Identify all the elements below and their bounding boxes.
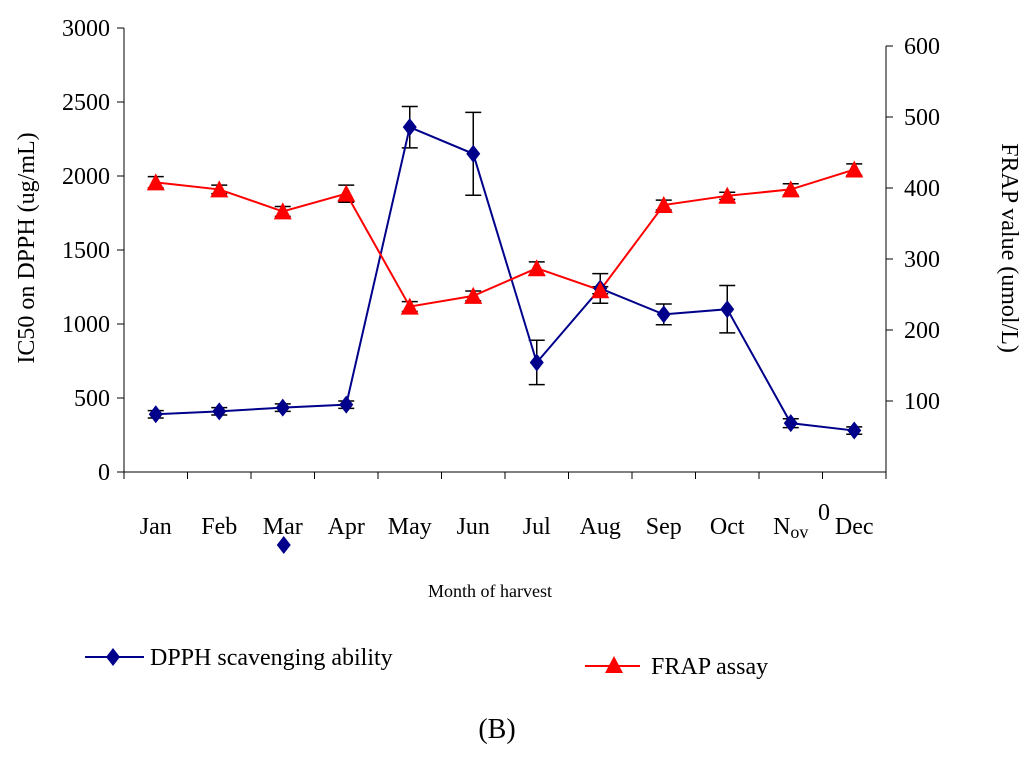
frap-point — [146, 173, 165, 191]
dpph-series-line — [155, 125, 855, 432]
frap-point — [591, 281, 610, 299]
frap-point — [781, 180, 800, 198]
y-left-tick-label: 2000 — [62, 164, 110, 190]
frap-point — [845, 160, 864, 178]
frap-point — [654, 196, 673, 214]
frap-series-line — [155, 168, 855, 308]
y-left-tick-label: 3000 — [62, 16, 110, 42]
legend-dpph-label: DPPH scavenging ability — [150, 645, 393, 671]
x-tick-label: Jul — [523, 514, 551, 540]
dpph-point — [466, 144, 481, 163]
error-bars — [147, 105, 863, 436]
legend-frap-marker — [605, 656, 623, 673]
frap-point — [718, 186, 737, 204]
frap-point — [273, 202, 292, 220]
y-right-tick-label: 600 — [904, 34, 940, 60]
y-right-tick-label: 500 — [904, 105, 940, 131]
panel-label: (B) — [478, 714, 515, 745]
frap-point — [210, 180, 229, 198]
axes: 0 500 1000 1500 2000 2500 3000 100 200 300 400 500 6… — [62, 16, 940, 542]
x-tick-label: Feb — [201, 514, 237, 540]
y-right-axis-title: FRAP value (umol/L) — [996, 143, 1022, 353]
series-markers — [146, 118, 864, 554]
y-right-zero-label: 0 — [818, 500, 830, 526]
x-tick-label: Mar — [263, 514, 303, 540]
x-tick-label: Apr — [328, 514, 365, 540]
y-left-tick-label: 0 — [98, 460, 110, 486]
dpph-point — [275, 398, 290, 417]
x-tick-label: Aug — [580, 514, 621, 540]
y-left-tick-label: 2500 — [62, 90, 110, 116]
y-right-tick-label: 200 — [904, 318, 940, 344]
dpph-point — [402, 118, 417, 137]
legend: DPPH scavenging ability FRAP assay — [85, 645, 768, 680]
y-right-tick-label: 400 — [904, 176, 940, 202]
x-tick-label: Nov — [773, 514, 808, 542]
x-tick-label: Jun — [457, 514, 490, 540]
y-left-axis-title: IC50 on DPPH (ug/mL) — [14, 132, 40, 363]
dpph-point — [529, 353, 544, 372]
y-right-tick-label: 300 — [904, 247, 940, 273]
dpph-point — [212, 402, 227, 421]
x-tick-label: Dec — [835, 514, 874, 540]
y-left-tick-label: 500 — [74, 386, 110, 412]
frap-point — [337, 184, 356, 202]
x-tick-label: Jan — [140, 514, 172, 540]
stray-diamond-marker — [276, 536, 291, 554]
frap-point — [464, 286, 483, 304]
x-tick-label: May — [388, 514, 432, 540]
dpph-point — [783, 414, 798, 433]
y-left-tick-label: 1500 — [62, 238, 110, 264]
dpph-point — [148, 405, 163, 424]
dpph-point — [656, 305, 671, 324]
dpph-point — [720, 300, 735, 319]
legend-frap-label: FRAP assay — [651, 654, 768, 680]
dpph-point — [339, 395, 354, 414]
frap-point — [400, 297, 419, 315]
x-tick-label: Oct — [710, 514, 745, 540]
y-left-tick-label: 1000 — [62, 312, 110, 338]
legend-dpph-marker — [106, 648, 120, 666]
x-tick-label-subscript: ov — [790, 522, 808, 542]
dpph-point — [847, 421, 862, 440]
y-right-tick-label: 100 — [904, 389, 940, 415]
x-axis-title: Month of harvest — [428, 581, 552, 601]
series-lines — [155, 125, 855, 432]
x-tick-label: Sep — [646, 514, 682, 540]
frap-point — [527, 259, 546, 277]
